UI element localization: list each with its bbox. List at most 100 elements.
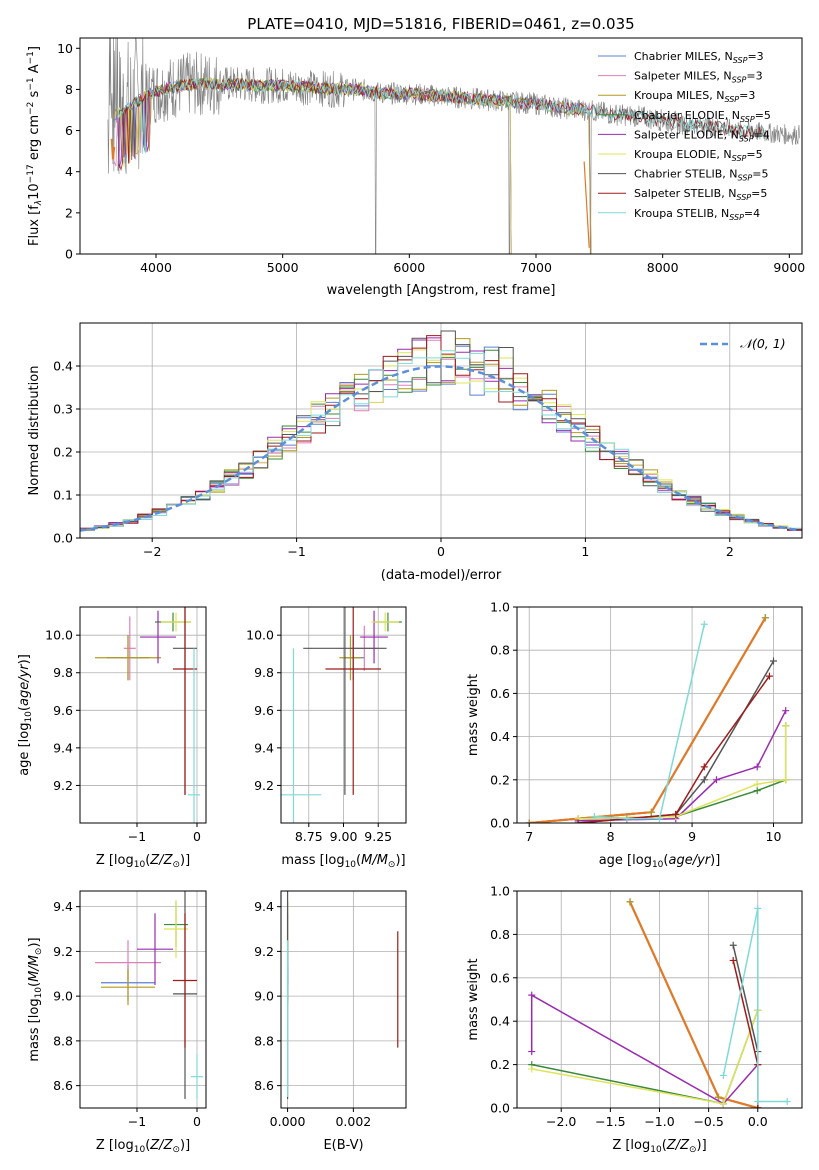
x-axis-label: Z [log10(Z/Z⊙)]	[612, 1138, 706, 1155]
model-spectrum-line	[117, 77, 765, 155]
mass-weight-marker	[700, 763, 708, 771]
errorbar-point	[95, 635, 161, 681]
y-axis-label: age [log10(age/yr)]	[17, 654, 34, 776]
axes-frame	[280, 890, 407, 1109]
y-tick-label: 10.0	[45, 628, 73, 643]
errorbar-point	[140, 610, 176, 664]
y-tick-label: 0	[65, 247, 73, 262]
x-tick-label: 0.002	[335, 1114, 371, 1129]
mass-weight-marker	[753, 780, 761, 788]
mass-weight-marker	[528, 991, 536, 999]
y-tick-label: 0.0	[490, 816, 510, 831]
model-spectrum-line	[117, 77, 765, 171]
mass-weight-marker	[528, 1065, 536, 1073]
errorbar-point	[164, 899, 188, 959]
panel-mass-vs-z: −1 0 8.6 8.8 9.0 9.2 9.4 Z [log10(Z/Z⊙)] mass [l…	[27, 890, 207, 1155]
x-tick-label: 7000	[520, 260, 552, 275]
mass-weight-marker	[754, 1104, 762, 1108]
grid-lines	[281, 891, 406, 1108]
mass-weight-marker	[623, 815, 631, 823]
x-axis-label: Z [log10(Z/Z⊙)]	[96, 1138, 190, 1155]
plot-area	[281, 607, 402, 823]
mass-weight-marker	[525, 819, 533, 823]
grid-lines	[80, 607, 206, 823]
y-tick-label: 9.2	[254, 944, 274, 959]
x-tick-label: 7	[525, 829, 533, 844]
y-tick-label: 8.6	[254, 1078, 274, 1093]
y-tick-label: 0.2	[53, 445, 73, 460]
mass-weight-line	[529, 617, 767, 823]
legend-entry: Salpeter STELIB, NSSP=5	[634, 187, 767, 202]
grid-lines	[80, 891, 206, 1108]
x-tick-label: −2	[143, 544, 161, 559]
mass-weight-marker	[574, 819, 582, 823]
y-tick-label: 8.6	[53, 1078, 73, 1093]
plot-area	[525, 614, 790, 823]
plot-area	[286, 891, 399, 1100]
x-tick-label: 9.25	[364, 829, 392, 844]
y-tick-label: 9.4	[254, 899, 274, 914]
y-tick-label: 1.0	[490, 884, 510, 899]
y-tick-label: 8	[65, 82, 73, 97]
legend-entry: Kroupa STELIB, NSSP=4	[634, 207, 760, 222]
mass-weight-marker	[719, 1071, 727, 1079]
mass-weight-marker	[528, 1048, 536, 1056]
y-tick-label: 10	[57, 41, 73, 56]
grid-lines	[281, 607, 406, 823]
orange-drop-line	[583, 161, 590, 248]
plot-area	[528, 898, 791, 1108]
y-tick-label: 0.6	[490, 686, 510, 701]
mass-weight-line	[578, 675, 771, 823]
errorbar-point	[123, 616, 136, 681]
x-tick-label: −0.5	[693, 1114, 723, 1129]
x-tick-label: 4000	[140, 260, 172, 275]
y-tick-label: 9.0	[254, 989, 274, 1004]
axes-frame	[280, 606, 407, 824]
errorbar-point	[325, 607, 381, 795]
panel-mass-weight-vs-age: 7 8 9 10 0.0 0.2 0.4 0.6 0.8 1.0 age [log10(age/yr…	[466, 600, 803, 870]
errorbar-point	[161, 612, 191, 632]
mass-weight-marker	[782, 707, 790, 715]
mass-weight-marker	[590, 813, 598, 821]
errorbar-point	[173, 607, 197, 795]
errorbar-point	[137, 913, 173, 985]
plot-area	[107, 38, 800, 254]
figure-title: PLATE=0410, MJD=51816, FIBERID=0461, z=0…	[247, 15, 634, 33]
y-tick-label: 0.2	[490, 772, 510, 787]
panel-spectrum: 4000 5000 6000 7000 8000 9000 0 2 4 6 8 10 Chabrier …	[26, 37, 805, 298]
gaussian-curve	[80, 365, 800, 532]
mass-weight-marker	[719, 1100, 727, 1108]
axes-frame	[79, 606, 207, 824]
plot-area	[95, 891, 203, 1100]
y-tick-label: 4	[65, 164, 73, 179]
y-tick-label: 0.4	[53, 359, 73, 374]
y-tick-label: 0.8	[490, 927, 510, 942]
panel-residuals: −2 −1 0 1 2 0.0 0.1 0.2 0.3 0.4 𝒩(0, 1) (data-model…	[27, 322, 803, 583]
y-tick-label: 0.1	[53, 488, 73, 503]
y-tick-label: 9.2	[53, 778, 73, 793]
mass-weight-marker	[753, 763, 761, 771]
mass-weight-marker	[714, 1093, 722, 1101]
x-axis-label: E(B-V)	[323, 1138, 363, 1153]
mass-weight-line	[529, 617, 767, 823]
y-tick-label: 0.3	[53, 402, 73, 417]
x-tick-label: 9000	[773, 260, 805, 275]
mass-weight-line	[530, 993, 759, 1105]
x-axis-label: wavelength [Angstrom, rest frame]	[327, 283, 556, 298]
y-tick-label: 9.6	[53, 703, 73, 718]
model-spectrum-line	[117, 78, 512, 254]
x-tick-label: −1.0	[644, 1114, 674, 1129]
x-tick-label: 0	[193, 1114, 201, 1129]
x-tick-label: −1	[287, 544, 305, 559]
x-tick-label: 1	[581, 544, 589, 559]
mass-weight-line	[722, 908, 788, 1103]
x-tick-label: 6000	[393, 260, 425, 275]
axes-frame	[79, 37, 803, 255]
legend-entry: Chabrier ELODIE, NSSP=5	[634, 109, 771, 124]
legend-entry: Kroupa MILES, NSSP=3	[634, 89, 755, 104]
errorbar-point	[339, 635, 362, 681]
axes-frame	[516, 890, 803, 1109]
y-tick-label: 0.6	[490, 970, 510, 985]
x-axis-label: mass [log10(M/M⊙)]	[281, 853, 405, 870]
